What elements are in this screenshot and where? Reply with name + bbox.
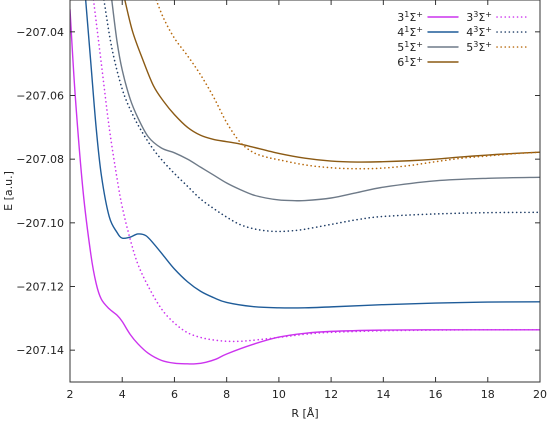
y-tick-label: −207.10 <box>16 217 64 230</box>
x-tick-label: 4 <box>119 388 126 401</box>
x-tick-label: 18 <box>481 388 495 401</box>
x-tick-label: 8 <box>223 388 230 401</box>
legend-label-1: 31Σ+ <box>397 10 423 24</box>
series-line-2 <box>84 0 540 309</box>
legend-label-4: 61Σ+ <box>397 55 423 69</box>
y-axis: −207.04 −207.06 −207.08 −207.10 −207.12 −207.… <box>16 26 540 357</box>
y-tick-label: −207.12 <box>16 281 64 294</box>
legend-label-5: 33Σ+ <box>466 10 492 24</box>
x-tick-label: 12 <box>324 388 338 401</box>
y-tick-label: −207.14 <box>16 344 64 357</box>
series-line-7 <box>155 0 540 170</box>
legend-label-2: 41Σ+ <box>397 25 423 39</box>
legend: 31Σ+41Σ+51Σ+61Σ+ 33Σ+43Σ+53Σ+ <box>397 10 528 69</box>
x-tick-label: 20 <box>533 388 547 401</box>
legend-label-6: 43Σ+ <box>466 25 492 39</box>
legend-label-3: 51Σ+ <box>397 40 423 54</box>
x-axis-label: R [Å] <box>291 407 318 420</box>
series-line-5 <box>92 0 540 343</box>
x-tick-label: 16 <box>429 388 443 401</box>
y-tick-label: −207.04 <box>16 26 64 39</box>
x-axis: 2 4 6 8 10 12 14 16 18 20 <box>67 0 547 401</box>
series-line-3 <box>111 0 540 202</box>
x-tick-label: 6 <box>171 388 178 401</box>
x-tick-label: 14 <box>376 388 390 401</box>
y-tick-label: −207.08 <box>16 153 64 166</box>
series-layer <box>70 0 540 365</box>
legend-label-7: 53Σ+ <box>466 40 492 54</box>
series-line-6 <box>103 0 540 233</box>
plot-frame <box>69 0 541 383</box>
series-line-4 <box>124 0 540 163</box>
x-tick-label: 10 <box>272 388 286 401</box>
y-tick-label: −207.06 <box>16 90 64 103</box>
y-axis-label: E [a.u.] <box>2 171 15 211</box>
series-line-1 <box>70 8 540 365</box>
x-tick-label: 2 <box>67 388 74 401</box>
